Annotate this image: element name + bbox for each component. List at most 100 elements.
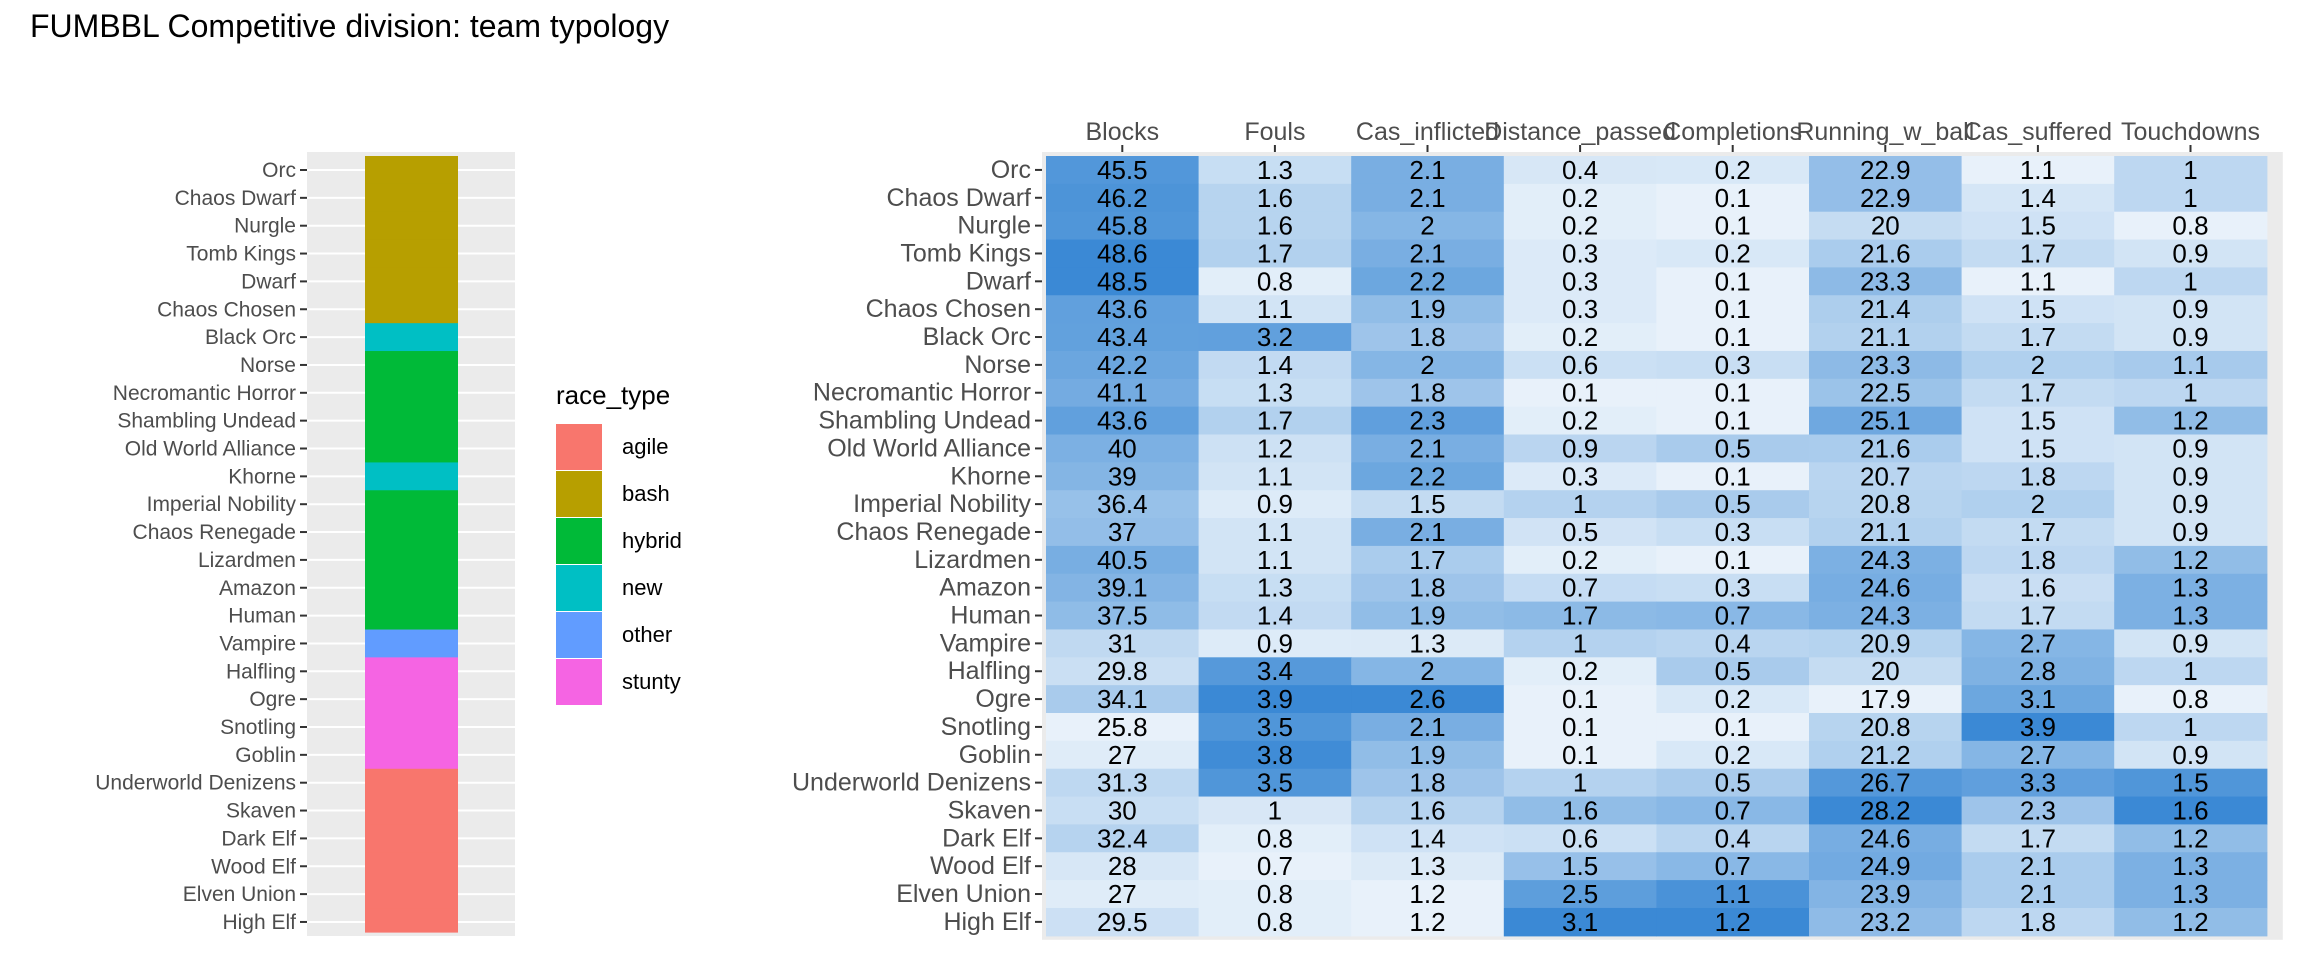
heatmap-cell [1503, 267, 1657, 296]
heatmap-value: 20.9 [1860, 628, 1911, 658]
row-label: Lizardmen [914, 546, 1031, 574]
heatmap-value: 1.5 [2020, 433, 2056, 463]
heatmap-cell [1198, 573, 1352, 603]
row-label: Snotling [941, 713, 1031, 741]
heatmap-value: 22.9 [1860, 155, 1911, 185]
heatmap-cell [1198, 239, 1352, 268]
column-label: Distance_passed [1484, 118, 1676, 146]
row-label: Human [950, 602, 1031, 630]
heatmap-cell [1503, 880, 1657, 909]
heatmap-value: 1.1 [1257, 294, 1293, 324]
race-bar-segment [365, 406, 458, 436]
heatmap-cell [1656, 490, 1810, 519]
heatmap-cell [1961, 434, 2115, 463]
race-label: Imperial Nobility [147, 493, 297, 516]
heatmap-cell [1961, 852, 2115, 881]
heatmap-value: 2.6 [1409, 684, 1445, 714]
heatmap-cell [1656, 657, 1810, 686]
heatmap-cell [1503, 713, 1657, 742]
heatmap-cell [1809, 490, 1963, 519]
chart-title: FUMBBL Competitive division: team typolo… [30, 8, 670, 44]
heatmap-value: 46.2 [1097, 183, 1148, 213]
heatmap-value: 0.8 [2172, 211, 2208, 241]
heatmap-cell [2114, 239, 2268, 268]
heatmap-cell [1198, 740, 1352, 770]
heatmap-cell [1198, 267, 1352, 296]
heatmap-cell [1809, 629, 1963, 658]
heatmap-value: 2.1 [1409, 183, 1445, 213]
heatmap-cell [2114, 796, 2268, 825]
heatmap-cell [1809, 545, 1963, 575]
heatmap-value: 2.2 [1409, 461, 1445, 491]
column-label: Cas_suffered [1964, 118, 2112, 146]
legend-label: stunty [622, 668, 681, 694]
heatmap-value: 29.8 [1097, 656, 1148, 686]
row-label: Khorne [950, 462, 1031, 490]
heatmap-value: 43.6 [1097, 406, 1148, 436]
heatmap-value: 1.3 [2172, 879, 2208, 909]
race-label: Old World Alliance [125, 438, 296, 461]
legend-item: hybrid [556, 517, 682, 564]
heatmap-value: 0.3 [1715, 517, 1751, 547]
heatmap-cell [1503, 907, 1657, 937]
heatmap-cell [1656, 378, 1810, 408]
heatmap-cell [1046, 462, 1200, 491]
race-label: Elven Union [183, 883, 296, 906]
heatmap-value: 1.7 [2020, 238, 2056, 268]
heatmap-value: 0.1 [1562, 712, 1598, 742]
heatmap-value: 2.1 [1409, 155, 1445, 185]
heatmap-cell [1046, 239, 1200, 268]
heatmap-value: 2.1 [1409, 238, 1445, 268]
heatmap-cell [2114, 518, 2268, 547]
heatmap-value: 0.5 [1715, 768, 1751, 798]
legend-label: new [622, 574, 663, 600]
race-label: Skaven [226, 800, 296, 823]
heatmap-cell [1656, 824, 1810, 853]
heatmap-cell [2114, 350, 2268, 380]
heatmap-cell [1046, 824, 1200, 853]
race-bar-segment [365, 880, 458, 909]
heatmap-value: 0.1 [1562, 684, 1598, 714]
heatmap-cell [1503, 462, 1657, 491]
heatmap-cell [1198, 824, 1352, 853]
heatmap-cell [1503, 323, 1657, 352]
heatmap-cell [1961, 657, 2115, 686]
heatmap-value: 1 [2183, 183, 2197, 213]
heatmap-value: 30 [1108, 795, 1137, 825]
heatmap-value: 25.8 [1097, 712, 1148, 742]
heatmap-cell [1656, 629, 1810, 658]
heatmap-value: 28.2 [1860, 795, 1911, 825]
heatmap-cell [1351, 378, 1505, 408]
heatmap-cell [1503, 629, 1657, 658]
heatmap-value: 0.5 [1715, 656, 1751, 686]
column-label: Fouls [1244, 118, 1305, 146]
heatmap-value: 1.1 [2020, 155, 2056, 185]
heatmap-cell [1198, 490, 1352, 519]
heatmap-value: 45.8 [1097, 211, 1148, 241]
heatmap-cell [1503, 824, 1657, 853]
column-label: Completions [1663, 118, 1802, 146]
heatmap-cell [1198, 378, 1352, 408]
heatmap-value: 2.7 [2020, 628, 2056, 658]
heatmap-cell [1503, 573, 1657, 603]
heatmap-value: 0.8 [1257, 879, 1293, 909]
heatmap-cell [1961, 907, 2115, 937]
heatmap-value: 21.6 [1860, 238, 1911, 268]
heatmap-value: 1.5 [2020, 406, 2056, 436]
heatmap-value: 0.1 [1715, 322, 1751, 352]
heatmap-value: 2.3 [2020, 795, 2056, 825]
heatmap-cell [1809, 518, 1963, 547]
heatmap-cell [1046, 350, 1200, 380]
heatmap-cell [1656, 601, 1810, 631]
heatmap-value: 0.5 [1715, 433, 1751, 463]
heatmap-cell [1046, 740, 1200, 770]
heatmap-cell [1351, 601, 1505, 631]
heatmap-cell [2114, 601, 2268, 631]
legend-item: new [556, 564, 682, 611]
heatmap-value: 23.2 [1860, 907, 1911, 937]
heatmap-cell [1961, 740, 2115, 770]
race-bar-segment [365, 239, 458, 269]
heatmap-value: 3.1 [1562, 907, 1598, 937]
heatmap-value: 1.8 [1409, 378, 1445, 408]
